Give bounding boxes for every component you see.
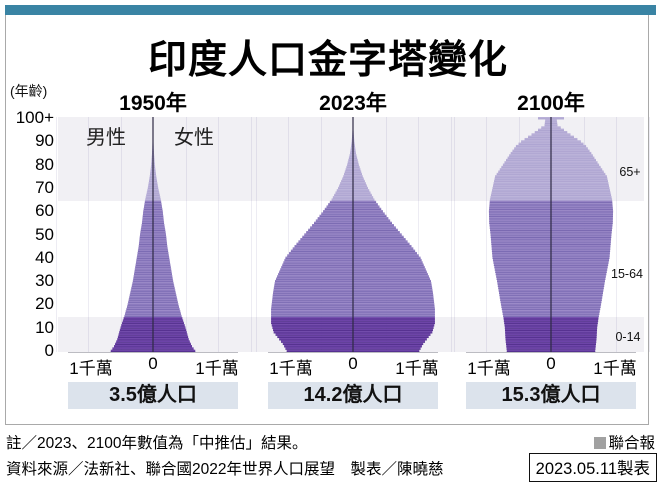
pyramid-2023 bbox=[271, 117, 435, 352]
footnote: 註／2023、2100年數值為「中推估」結果。 bbox=[6, 435, 308, 452]
group-label-0-14: 0-14 bbox=[615, 330, 641, 344]
gridline bbox=[255, 117, 257, 352]
x-tick: 0 bbox=[148, 354, 158, 373]
gridline bbox=[88, 117, 89, 352]
brand-square-icon bbox=[594, 437, 607, 449]
age-tick-30: 30 bbox=[35, 271, 54, 291]
x-tick: 1千萬 bbox=[467, 359, 511, 378]
gridline bbox=[648, 117, 650, 352]
brand-label: 聯合報 bbox=[594, 431, 655, 453]
age-tick-20: 20 bbox=[35, 294, 54, 314]
gridline bbox=[120, 117, 122, 352]
age-tick-80: 80 bbox=[35, 154, 54, 174]
gridline bbox=[486, 117, 487, 352]
age-axis-ticks: 100+ 90 80 70 60 50 40 30 20 10 0 bbox=[10, 108, 54, 360]
gridline bbox=[616, 117, 617, 352]
x-tick: 1千萬 bbox=[395, 359, 439, 378]
chart-area: 65+ 15-64 0-14 bbox=[55, 117, 650, 353]
x-axis-1950: 1千萬 0 1千萬 bbox=[53, 354, 253, 378]
x-tick: 1千萬 bbox=[195, 359, 239, 378]
baseline-2100 bbox=[466, 352, 636, 353]
baseline-2023 bbox=[268, 352, 438, 353]
age-tick-40: 40 bbox=[35, 247, 54, 267]
year-header-2100: 2100年 bbox=[517, 92, 585, 115]
top-accent-bar bbox=[5, 5, 656, 15]
gridline bbox=[218, 117, 219, 352]
female-label: 女性 bbox=[174, 127, 214, 149]
age-tick-100: 100+ bbox=[15, 108, 54, 128]
pyramid-1950 bbox=[110, 117, 196, 352]
gridline bbox=[418, 117, 419, 352]
x-axis-2100: 1千萬 0 1千萬 bbox=[451, 354, 651, 378]
gridline bbox=[453, 117, 455, 352]
x-tick: 1千萬 bbox=[593, 359, 637, 378]
gridline bbox=[288, 117, 289, 352]
age-tick-60: 60 bbox=[35, 201, 54, 221]
x-axis-2023: 1千萬 0 1千萬 bbox=[253, 354, 453, 378]
baseline-1950 bbox=[68, 352, 238, 353]
population-label-2023: 14.2億人口 bbox=[268, 382, 438, 409]
age-tick-0: 0 bbox=[44, 340, 54, 360]
age-tick-90: 90 bbox=[35, 131, 54, 151]
gridline bbox=[185, 117, 187, 352]
x-tick: 0 bbox=[546, 354, 556, 373]
gridline bbox=[55, 117, 57, 352]
source-line: 資料來源／法新社、聯合國2022年世界人口展望 製表／陳曉慈 bbox=[6, 461, 444, 478]
gridline bbox=[450, 117, 452, 352]
age-tick-70: 70 bbox=[35, 177, 54, 197]
gridline bbox=[250, 117, 252, 352]
x-tick: 1千萬 bbox=[269, 359, 313, 378]
year-header-2023: 2023年 bbox=[319, 92, 387, 115]
year-header-1950: 1950年 bbox=[119, 92, 187, 115]
brand-name: 聯合報 bbox=[608, 435, 655, 452]
pyramid-2100 bbox=[488, 117, 614, 352]
page-title: 印度人口金字塔變化 bbox=[147, 39, 508, 82]
group-label-65plus: 65+ bbox=[619, 165, 641, 179]
group-label-15-64: 15-64 bbox=[611, 267, 643, 281]
chart-card: 印度人口金字塔變化 (年齡) 1950年 2023年 2100年 100+ 90 8… bbox=[5, 15, 651, 425]
male-label: 男性 bbox=[86, 127, 126, 149]
age-tick-10: 10 bbox=[35, 317, 54, 337]
population-label-2100: 15.3億人口 bbox=[466, 382, 636, 409]
age-tick-50: 50 bbox=[35, 224, 54, 244]
age-axis-label: (年齡) bbox=[10, 83, 48, 99]
x-tick: 1千萬 bbox=[69, 359, 113, 378]
x-tick: 0 bbox=[348, 354, 358, 373]
population-label-1950: 3.5億人口 bbox=[68, 382, 238, 409]
date-box: 2023.05.11製表 bbox=[528, 453, 657, 482]
